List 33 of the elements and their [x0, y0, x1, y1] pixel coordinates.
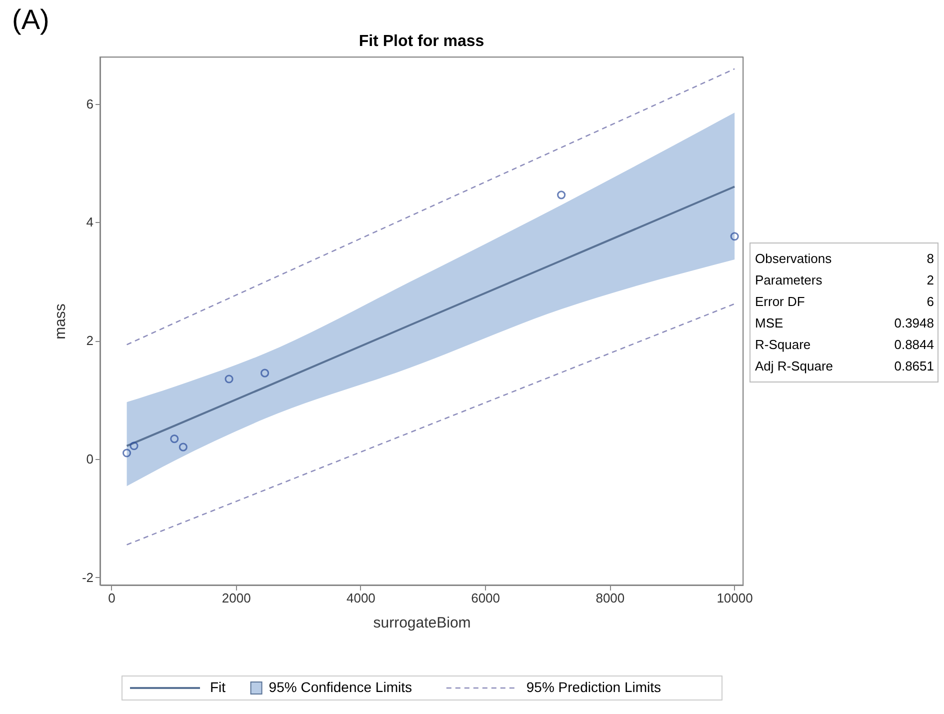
text: MSE 0.3948 — [755, 315, 934, 330]
legend-label: Fit — [210, 679, 226, 695]
point — [260, 368, 270, 378]
point — [122, 448, 132, 458]
text: R-Square 0.8844 — [755, 336, 934, 352]
x-tick-label: 2000 — [222, 590, 251, 606]
y-tick-label: 0 — [86, 451, 94, 466]
text: (A) — [12, 4, 50, 35]
point — [557, 190, 566, 200]
point — [178, 442, 188, 452]
y-tick-label: 2 — [86, 333, 94, 348]
chart-title: Fit Plot for mass — [358, 33, 484, 50]
y-tick-label: -2 — [82, 570, 94, 585]
y-tick-label: 4 — [86, 214, 94, 230]
point — [730, 232, 739, 241]
legend-label: 95% Prediction Limits — [526, 679, 662, 695]
text: Observations 8 — [755, 250, 934, 266]
x-tick-label: 0 — [108, 590, 116, 606]
text: Error DF 6 — [755, 294, 934, 309]
x-tick-label: 6000 — [471, 590, 500, 606]
point — [170, 434, 179, 444]
point — [130, 442, 138, 450]
y-tick-label: 6 — [86, 96, 94, 112]
x-tick-label: 4000 — [346, 590, 376, 606]
point — [224, 374, 234, 384]
x-tick-label: 10000 — [716, 590, 753, 606]
line-series — [126, 186, 736, 447]
text: 95% Confidence Limits — [268, 679, 412, 695]
text: Adj R-Square 0.8651 — [755, 358, 934, 374]
y-axis-title: mass — [52, 304, 69, 340]
x-tick-label: 8000 — [596, 590, 625, 606]
x-axis-title: surrogateBiom — [373, 614, 471, 632]
text: Parameters 2 — [755, 272, 934, 288]
